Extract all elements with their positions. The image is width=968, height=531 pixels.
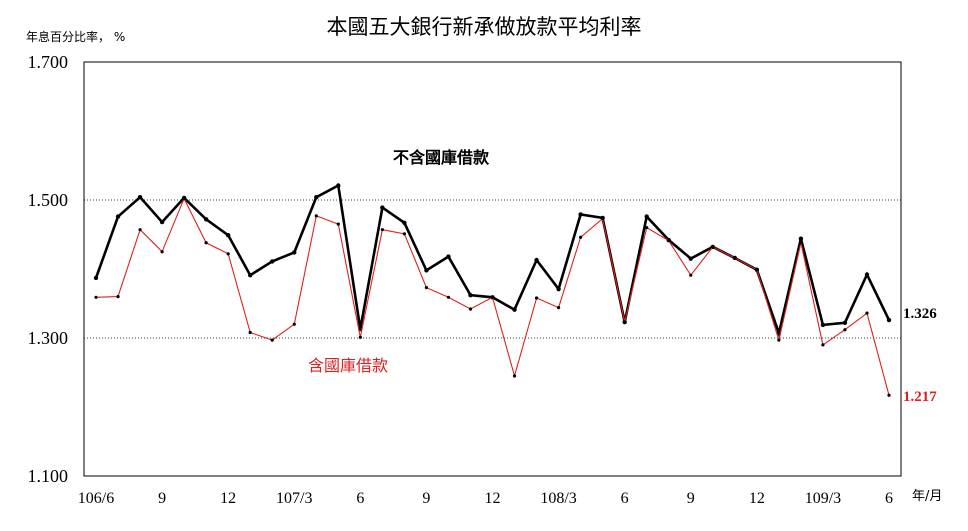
data-point	[534, 257, 539, 263]
data-point	[512, 307, 517, 312]
data-point	[468, 307, 473, 311]
series-label-including-treasury: 含國庫借款	[308, 356, 388, 375]
data-point	[159, 219, 165, 225]
data-point	[248, 330, 252, 335]
data-point	[556, 306, 561, 310]
data-point	[733, 256, 737, 260]
x-tick-label: 9	[687, 490, 695, 507]
x-tick-labels: 106/6 9 12 107/3 6 9 12 108/3 6 9 12 109/3 6	[78, 490, 893, 507]
data-point	[623, 320, 627, 324]
data-point	[93, 275, 99, 281]
x-tick-label: 12	[220, 490, 236, 507]
data-point	[336, 222, 340, 226]
data-point	[292, 250, 297, 255]
data-point	[226, 252, 230, 256]
data-point	[886, 317, 892, 323]
data-point	[402, 220, 407, 225]
x-tick-label: 9	[158, 490, 166, 507]
series-label-excluding-treasury: 不含國庫借款	[393, 148, 490, 167]
data-point	[644, 214, 649, 219]
data-point	[578, 212, 583, 217]
data-point	[402, 232, 406, 236]
data-point	[247, 273, 253, 278]
x-tick-label: 6	[885, 490, 893, 507]
data-point	[601, 217, 605, 221]
data-point	[336, 183, 341, 188]
data-point	[424, 268, 429, 273]
data-point	[446, 254, 451, 259]
data-point	[842, 320, 848, 326]
data-point	[204, 241, 208, 245]
data-point	[203, 217, 209, 222]
x-tick-label: 9	[422, 490, 430, 507]
x-tick-label: 108/3	[540, 490, 576, 507]
data-point	[645, 226, 649, 230]
data-point	[314, 214, 318, 218]
data-point	[777, 338, 781, 342]
x-tick-label: 6	[356, 490, 364, 507]
end-value-label-excluding-treasury: 1.326	[903, 306, 937, 322]
data-point	[160, 250, 164, 254]
y-tick-labels: 1.700 1.500 1.300 1.100	[28, 52, 69, 486]
data-point	[798, 236, 804, 241]
y-tick-label: 1.300	[28, 328, 69, 348]
x-tick-label: 12	[749, 490, 765, 507]
data-point	[358, 335, 362, 339]
data-point	[534, 296, 539, 300]
data-point	[182, 197, 186, 201]
data-point	[556, 286, 561, 292]
x-axis-label: 年/月	[912, 489, 942, 504]
plot-frame	[83, 61, 902, 477]
data-point	[688, 256, 693, 261]
data-point	[864, 272, 870, 277]
data-point	[380, 228, 384, 232]
data-point	[689, 273, 693, 277]
data-point	[667, 239, 671, 243]
x-tick-label: 6	[621, 490, 629, 507]
x-tick-label: 106/6	[78, 490, 114, 507]
data-point	[711, 245, 715, 249]
data-point	[512, 374, 517, 378]
data-point	[821, 343, 825, 347]
data-point	[115, 214, 121, 219]
data-point	[468, 293, 473, 298]
y-tick-label: 1.100	[28, 466, 69, 486]
data-point	[225, 232, 231, 238]
data-point	[424, 286, 429, 290]
x-tick-label: 12	[485, 490, 501, 507]
data-point	[138, 228, 142, 232]
data-point	[292, 322, 296, 326]
end-value-label-including-treasury: 1.217	[903, 389, 937, 405]
data-point	[380, 205, 385, 210]
data-point	[446, 295, 451, 299]
data-point	[755, 268, 759, 272]
data-point	[820, 322, 826, 328]
data-point	[490, 295, 495, 299]
data-point	[799, 241, 803, 245]
series-including-treasury	[94, 197, 891, 397]
x-tick-label: 107/3	[276, 490, 312, 507]
data-point	[865, 311, 869, 315]
y-tick-label: 1.500	[28, 190, 69, 210]
data-point	[137, 195, 143, 200]
data-point	[887, 393, 891, 397]
chart-title: 本國五大銀行新承做放款平均利率	[327, 15, 642, 39]
data-point	[270, 259, 275, 264]
data-point	[314, 195, 319, 200]
grid-lines	[84, 199, 901, 339]
data-point	[270, 338, 274, 342]
data-point	[94, 295, 98, 299]
y-tick-label: 1.700	[28, 52, 69, 72]
data-point	[116, 295, 120, 299]
y-axis-label: 年息百分比率， %	[26, 29, 125, 44]
data-point	[843, 328, 847, 332]
x-tick-label: 109/3	[805, 490, 841, 507]
series-excluding-treasury	[93, 183, 892, 338]
data-point	[579, 235, 583, 239]
